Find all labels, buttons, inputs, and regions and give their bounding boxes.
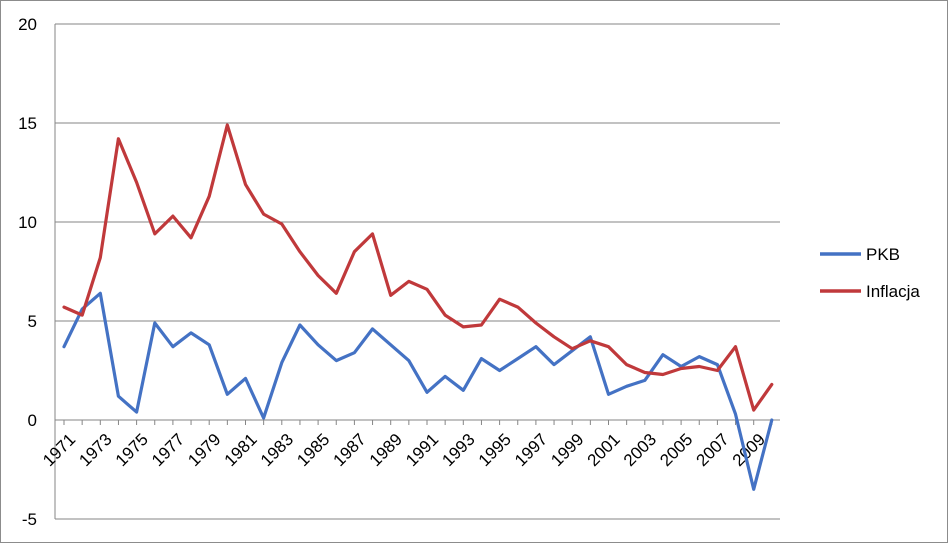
y-tick-label: -5	[22, 510, 37, 529]
x-tick-label: 1993	[438, 430, 478, 470]
x-tick-label: 1987	[330, 430, 370, 470]
x-tick-label: 2007	[693, 430, 733, 470]
x-tick-label: 1985	[293, 430, 333, 470]
legend: PKB Inflacja	[820, 245, 920, 301]
series-line-inflacja	[62, 123, 774, 412]
series-lines	[62, 123, 774, 491]
y-tick-label: 5	[28, 312, 37, 331]
x-tick-label: 1983	[257, 430, 297, 470]
x-tick-label: 2003	[620, 430, 660, 470]
x-tick-label: 2001	[584, 430, 624, 470]
x-tick-label: 1991	[402, 430, 442, 470]
x-tick-label: 1989	[366, 430, 406, 470]
x-tick-label: 1977	[148, 430, 188, 470]
x-tick-label: 1981	[221, 430, 261, 470]
x-tick-label: 1997	[511, 430, 551, 470]
y-tick-label: 20	[18, 15, 37, 34]
x-tick-label: 1979	[184, 430, 224, 470]
x-tick-label: 1971	[39, 430, 79, 470]
x-tick-label: 1975	[112, 430, 152, 470]
y-axis-ticks: -5 0 5 10 15 20	[18, 15, 37, 529]
y-tick-label: 10	[18, 213, 37, 232]
legend-label-inflacja: Inflacja	[866, 282, 920, 301]
y-tick-label: 15	[18, 114, 37, 133]
x-tick-label: 1973	[75, 430, 115, 470]
legend-label-pkb: PKB	[866, 245, 900, 264]
x-tick-label: 1995	[475, 430, 515, 470]
series-line-pkb	[62, 291, 774, 491]
x-tick-label: 2005	[656, 430, 696, 470]
y-tick-label: 0	[28, 411, 37, 430]
x-tick-label: 1999	[547, 430, 587, 470]
x-axis: 1971197319751977197919811983198519871989…	[39, 419, 780, 470]
